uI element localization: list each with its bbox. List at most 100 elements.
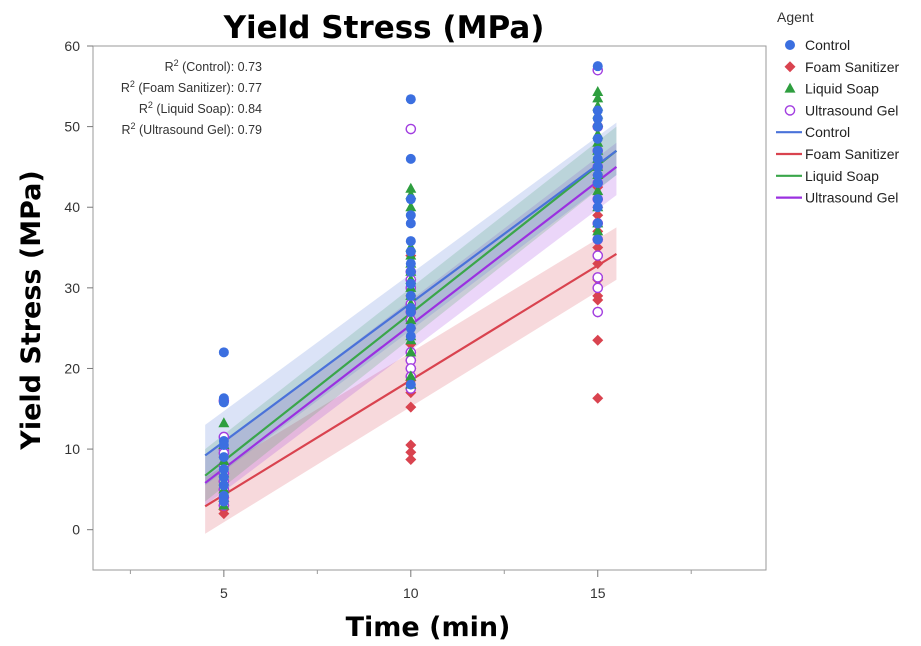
r2-text: (Liquid Soap): 0.84: [153, 102, 262, 116]
data-point: [405, 346, 417, 357]
r2-superscript: 2: [130, 79, 135, 89]
x-tick-label: 15: [590, 585, 606, 601]
r2-label: R2 (Foam Sanitizer): 0.77: [121, 79, 262, 95]
data-point: [405, 218, 416, 229]
y-tick-label: 40: [64, 199, 80, 215]
y-tick-label: 20: [64, 360, 80, 376]
data-point: [405, 266, 416, 277]
legend-label: Foam Sanitizer: [805, 146, 899, 162]
data-point: [592, 145, 603, 156]
data-point: [405, 370, 417, 381]
data-point: [405, 323, 416, 334]
legend: Agent Control Foam Sanitizer Liquid Soap Ul…: [776, 9, 899, 206]
data-point: [592, 169, 603, 180]
x-axis: 5 10 15: [129, 570, 692, 601]
legend-label: Liquid Soap: [805, 168, 879, 184]
legend-label: Liquid Soap: [805, 81, 879, 97]
y-tick-label: 30: [64, 280, 80, 296]
legend-items: Control Foam Sanitizer Liquid Soap Ultrasou…: [776, 37, 899, 206]
r2-superscript: 2: [131, 121, 136, 131]
r2-label: R2 (Ultrasound Gel): 0.79: [122, 121, 263, 137]
data-point: [592, 272, 604, 283]
y-tick-label: 50: [64, 119, 80, 135]
data-point: [405, 307, 416, 318]
data-point: [405, 236, 416, 247]
data-point: [592, 185, 604, 196]
data-point: [405, 446, 417, 458]
data-point: [405, 123, 417, 135]
data-point: [218, 440, 229, 451]
legend-label: Ultrasound Gel: [805, 102, 898, 118]
data-point: [592, 234, 603, 245]
r2-text: (Ultrasound Gel): 0.79: [136, 123, 262, 137]
data-point: [592, 334, 604, 346]
r2-prefix: R: [165, 60, 174, 74]
r2-prefix: R: [121, 81, 130, 95]
data-point: [592, 194, 603, 205]
data-point: [592, 218, 603, 229]
data-point: [592, 290, 604, 302]
r2-superscript: 2: [148, 100, 153, 110]
y-axis: 0 10 20 30 40 50 60: [64, 38, 93, 538]
r2-label: R2 (Control): 0.73: [165, 58, 262, 74]
legend-title: Agent: [777, 9, 814, 25]
x-tick-label: 10: [403, 585, 419, 601]
data-point: [592, 209, 604, 221]
x-axis-title: Time (min): [346, 612, 511, 643]
data-point: [218, 472, 229, 483]
data-point: [592, 392, 604, 404]
data-point: [592, 258, 604, 270]
data-point: [592, 133, 603, 144]
data-point: [592, 306, 604, 318]
data-point: [592, 250, 604, 261]
data-point: [405, 201, 417, 212]
data-points: [218, 61, 604, 520]
r2-label: R2 (Liquid Soap): 0.84: [139, 100, 262, 116]
data-point: [592, 225, 604, 236]
data-point: [592, 61, 603, 72]
r2-prefix: R: [139, 102, 148, 116]
data-point: [405, 401, 417, 413]
data-point: [218, 464, 229, 475]
data-point: [405, 454, 417, 466]
data-point: [405, 182, 417, 193]
legend-marker: [785, 40, 795, 50]
x-tick-label: 5: [220, 585, 228, 601]
data-point: [218, 347, 229, 358]
r2-prefix: R: [122, 123, 131, 137]
data-point: [592, 153, 603, 164]
data-point: [592, 242, 604, 254]
legend-marker: [784, 61, 796, 73]
data-point: [592, 202, 603, 213]
data-point: [405, 246, 416, 257]
y-tick-label: 60: [64, 38, 80, 54]
data-point: [218, 417, 230, 428]
r2-text: (Control): 0.73: [179, 60, 262, 74]
data-point: [405, 94, 416, 105]
legend-marker: [784, 82, 796, 93]
legend-label: Control: [805, 124, 850, 140]
plot-area: [92, 45, 767, 571]
data-point: [405, 278, 416, 289]
data-point: [592, 282, 604, 294]
legend-label: Foam Sanitizer: [805, 59, 899, 75]
data-point: [592, 85, 604, 96]
y-tick-label: 0: [72, 522, 80, 538]
y-tick-label: 10: [64, 441, 80, 457]
data-point: [405, 314, 417, 325]
r2-text: (Foam Sanitizer): 0.77: [135, 81, 262, 95]
data-point: [592, 113, 603, 124]
data-point: [405, 210, 416, 221]
data-point: [405, 331, 416, 342]
legend-label: Control: [805, 37, 850, 53]
data-point: [592, 105, 603, 116]
data-point: [405, 258, 416, 269]
legend-label: Ultrasound Gel: [805, 190, 898, 206]
data-point: [218, 480, 229, 491]
data-point: [405, 153, 416, 164]
data-point: [405, 290, 416, 301]
data-point: [218, 496, 229, 507]
data-point: [405, 439, 417, 451]
